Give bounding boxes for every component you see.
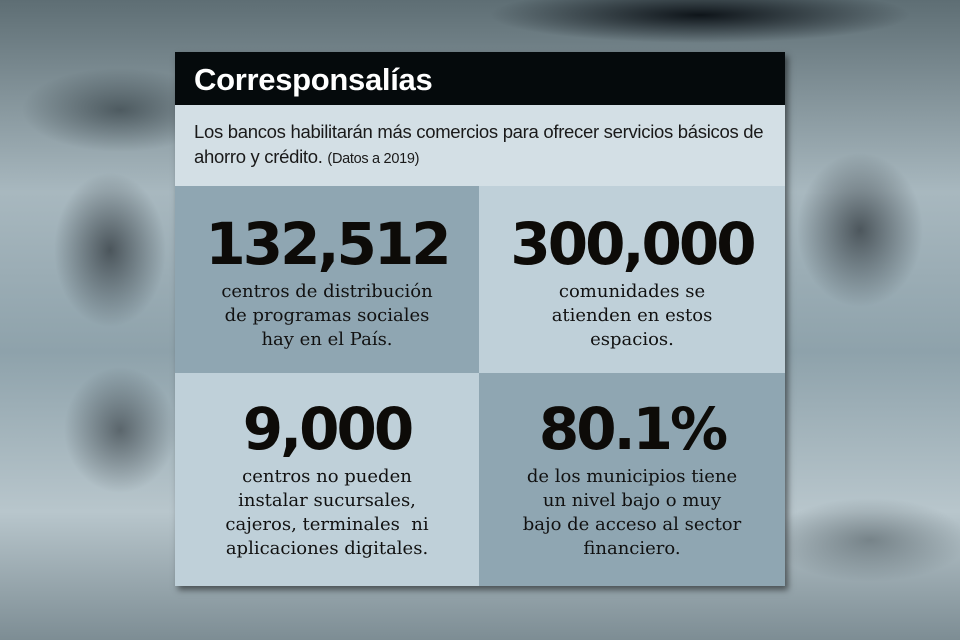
stats-grid: 132,512 centros de distribución de progr… [175,186,785,586]
desc-line: hay en el País. [261,329,393,350]
infographic-card: Corresponsalías Los bancos habilitarán m… [175,52,785,586]
stat-description: comunidades se atienden en estos espacio… [479,280,785,352]
stat-cell-municipalities: 80.1% de los municipios tiene un nivel b… [479,373,785,586]
desc-line: atienden en estos [551,305,713,326]
desc-line: aplicaciones digitales. [225,538,429,559]
stat-cell-centers-without-branches: 9,000 centros no pueden instalar sucursa… [175,373,479,586]
stat-description: de los municipios tiene un nivel bajo o … [479,465,785,561]
desc-line: de programas sociales [224,305,430,326]
stat-cell-distribution-centers: 132,512 centros de distribución de progr… [175,186,479,373]
desc-line: cajeros, terminales ni [225,514,429,535]
stat-value: 80.1% [538,395,728,463]
stat-description: centros no pueden instalar sucursales, c… [175,465,479,561]
desc-line: instalar sucursales, [238,490,416,511]
intro-description: Los bancos habilitarán más comercios par… [194,121,764,167]
desc-line: centros no pueden [242,466,412,487]
stat-value: 9,000 [242,395,414,463]
intro-note: (Datos a 2019) [327,151,420,167]
infographic-title: Corresponsalías [175,52,785,105]
desc-line: centros de distribución [221,281,433,302]
desc-line: bajo de acceso al sector [522,514,742,535]
desc-line: financiero. [583,538,681,559]
stat-value: 132,512 [205,210,451,278]
stat-value: 300,000 [510,210,756,278]
desc-line: un nivel bajo o muy [542,490,722,511]
desc-line: comunidades se [558,281,706,302]
stat-cell-communities: 300,000 comunidades se atienden en estos… [479,186,785,373]
desc-line: espacios. [590,329,674,350]
stat-description: centros de distribución de programas soc… [175,280,479,352]
intro-text: Los bancos habilitarán más comercios par… [175,105,785,186]
desc-line: de los municipios tiene [526,466,738,487]
